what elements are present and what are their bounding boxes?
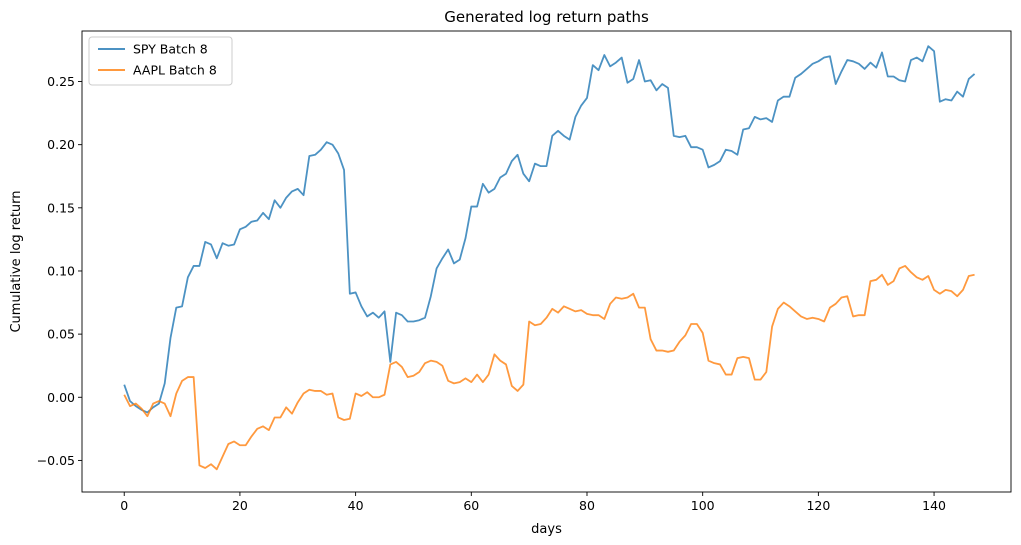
x-tick-label: 20 bbox=[232, 498, 248, 513]
y-tick-label: 0.05 bbox=[47, 327, 75, 342]
y-tick-label: 0.20 bbox=[47, 137, 75, 152]
y-tick-label: 0.15 bbox=[47, 200, 75, 215]
y-tick-label: 0.25 bbox=[47, 74, 75, 89]
x-tick-label: 80 bbox=[579, 498, 595, 513]
plot-lines bbox=[123, 45, 976, 471]
y-axis-ticks: −0.05 0.00 0.05 0.10 0.15 0.20 0.25 bbox=[37, 74, 82, 468]
y-tick-label: 0.00 bbox=[47, 390, 75, 405]
series-line-aapl bbox=[123, 265, 975, 471]
x-tick-label: 120 bbox=[806, 498, 830, 513]
x-axis-ticks: 0 20 40 60 80 100 120 140 bbox=[120, 492, 946, 513]
y-tick-label: −0.05 bbox=[37, 453, 75, 468]
y-axis-label: Cumulative log return bbox=[9, 190, 24, 332]
x-tick-label: 40 bbox=[348, 498, 364, 513]
x-tick-label: 60 bbox=[463, 498, 479, 513]
chart-title: Generated log return paths bbox=[444, 8, 649, 26]
plot-frame bbox=[81, 30, 1012, 493]
legend-label-aapl: AAPL Batch 8 bbox=[133, 63, 217, 78]
x-tick-label: 0 bbox=[120, 498, 128, 513]
x-tick-label: 100 bbox=[691, 498, 715, 513]
x-axis-label: days bbox=[531, 522, 562, 537]
y-tick-label: 0.10 bbox=[47, 263, 75, 278]
x-tick-label: 140 bbox=[922, 498, 946, 513]
legend-label-spy: SPY Batch 8 bbox=[133, 42, 208, 57]
series-line-spy bbox=[123, 45, 976, 414]
legend: SPY Batch 8 AAPL Batch 8 bbox=[88, 36, 233, 86]
